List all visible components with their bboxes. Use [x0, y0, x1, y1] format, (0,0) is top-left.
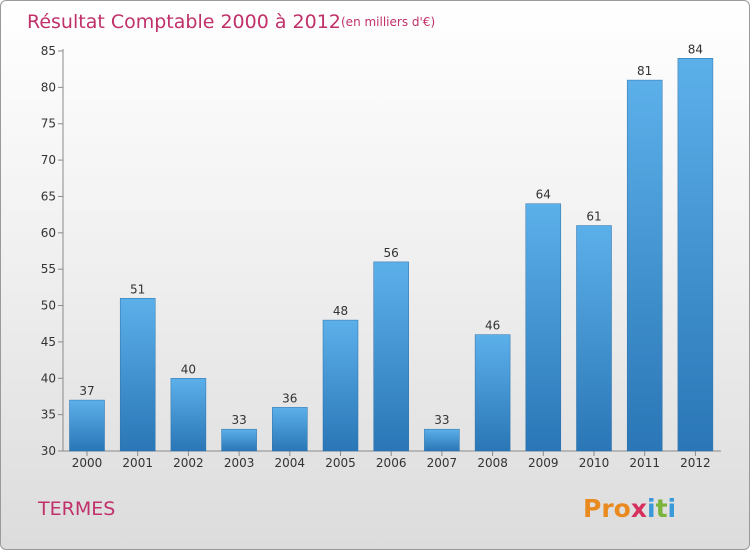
logo-letter: i	[668, 494, 677, 523]
logo-letter: t	[656, 494, 668, 523]
bars-group: 37 51 40 33 36 48 56 33 46 64 61 81 84	[69, 42, 714, 452]
x-tick-label-2012: 2012	[680, 456, 711, 470]
data-label-2005: 48	[333, 304, 348, 318]
proxiti-logo: Proxiti	[583, 494, 676, 523]
y-tick-label: 80	[41, 80, 56, 94]
x-tick-label-2010: 2010	[579, 456, 610, 470]
logo-letter: o	[614, 494, 631, 523]
logo-letter: P	[583, 494, 601, 523]
x-tick-label-2003: 2003	[224, 456, 255, 470]
logo-letter: x	[631, 494, 647, 523]
data-label-2011: 81	[637, 64, 652, 78]
y-tick-label: 60	[41, 226, 56, 240]
bar-2006	[373, 261, 409, 452]
data-label-2002: 40	[181, 362, 196, 376]
x-tick-label-2001: 2001	[122, 456, 153, 470]
bar-2008	[474, 334, 511, 452]
data-label-2008: 46	[485, 319, 500, 333]
data-label-2004: 36	[282, 391, 297, 405]
x-tick-label-2002: 2002	[173, 456, 204, 470]
bar-2005	[322, 319, 359, 452]
data-label-2000: 37	[79, 384, 94, 398]
axes: 30 35 40 45 50 55 60 65 70 75 80 85 2000 2001 2002 2003…	[41, 44, 721, 470]
bar-2002	[170, 378, 207, 452]
chart-title: Résultat Comptable 2000 à 2012	[27, 11, 341, 33]
bar-2004	[272, 407, 308, 452]
data-label-2007: 33	[434, 413, 449, 427]
y-tick-label: 35	[41, 408, 56, 422]
y-tick-label: 30	[41, 444, 56, 458]
x-tick-label-2009: 2009	[528, 456, 559, 470]
bar-2010	[576, 225, 612, 452]
bar-2007	[424, 428, 460, 452]
y-tick-label: 70	[41, 153, 56, 167]
y-tick-label: 75	[41, 117, 56, 131]
y-tick-label: 50	[41, 299, 56, 313]
bar-2012	[677, 58, 714, 452]
bar-2000	[69, 399, 105, 452]
y-tick-label: 85	[41, 44, 56, 58]
x-tick-label-2005: 2005	[325, 456, 356, 470]
commune-name: TERMES	[37, 498, 115, 520]
data-label-2010: 61	[586, 210, 601, 224]
data-label-2009: 64	[536, 188, 551, 202]
logo-letter: r	[601, 494, 614, 523]
data-label-2003: 33	[231, 413, 246, 427]
x-tick-label-2007: 2007	[427, 456, 458, 470]
data-label-2006: 56	[384, 246, 399, 260]
x-tick-label-2000: 2000	[72, 456, 103, 470]
y-tick-label: 65	[41, 189, 56, 203]
bar-2001	[119, 298, 156, 452]
data-label-2001: 51	[130, 282, 145, 296]
y-tick-label: 40	[41, 371, 56, 385]
bar-2011	[626, 79, 663, 452]
bar-2003	[221, 428, 257, 452]
y-tick-label: 55	[41, 262, 56, 276]
chart-subtitle: (en milliers d'€)	[341, 15, 435, 29]
bar-2009	[525, 203, 562, 452]
x-tick-label-2006: 2006	[376, 456, 407, 470]
logo-letter: i	[647, 494, 656, 523]
x-tick-label-2011: 2011	[629, 456, 660, 470]
x-tick-label-2004: 2004	[275, 456, 306, 470]
y-tick-label: 45	[41, 335, 56, 349]
x-tick-label-2008: 2008	[477, 456, 508, 470]
data-label-2012: 84	[688, 42, 703, 56]
